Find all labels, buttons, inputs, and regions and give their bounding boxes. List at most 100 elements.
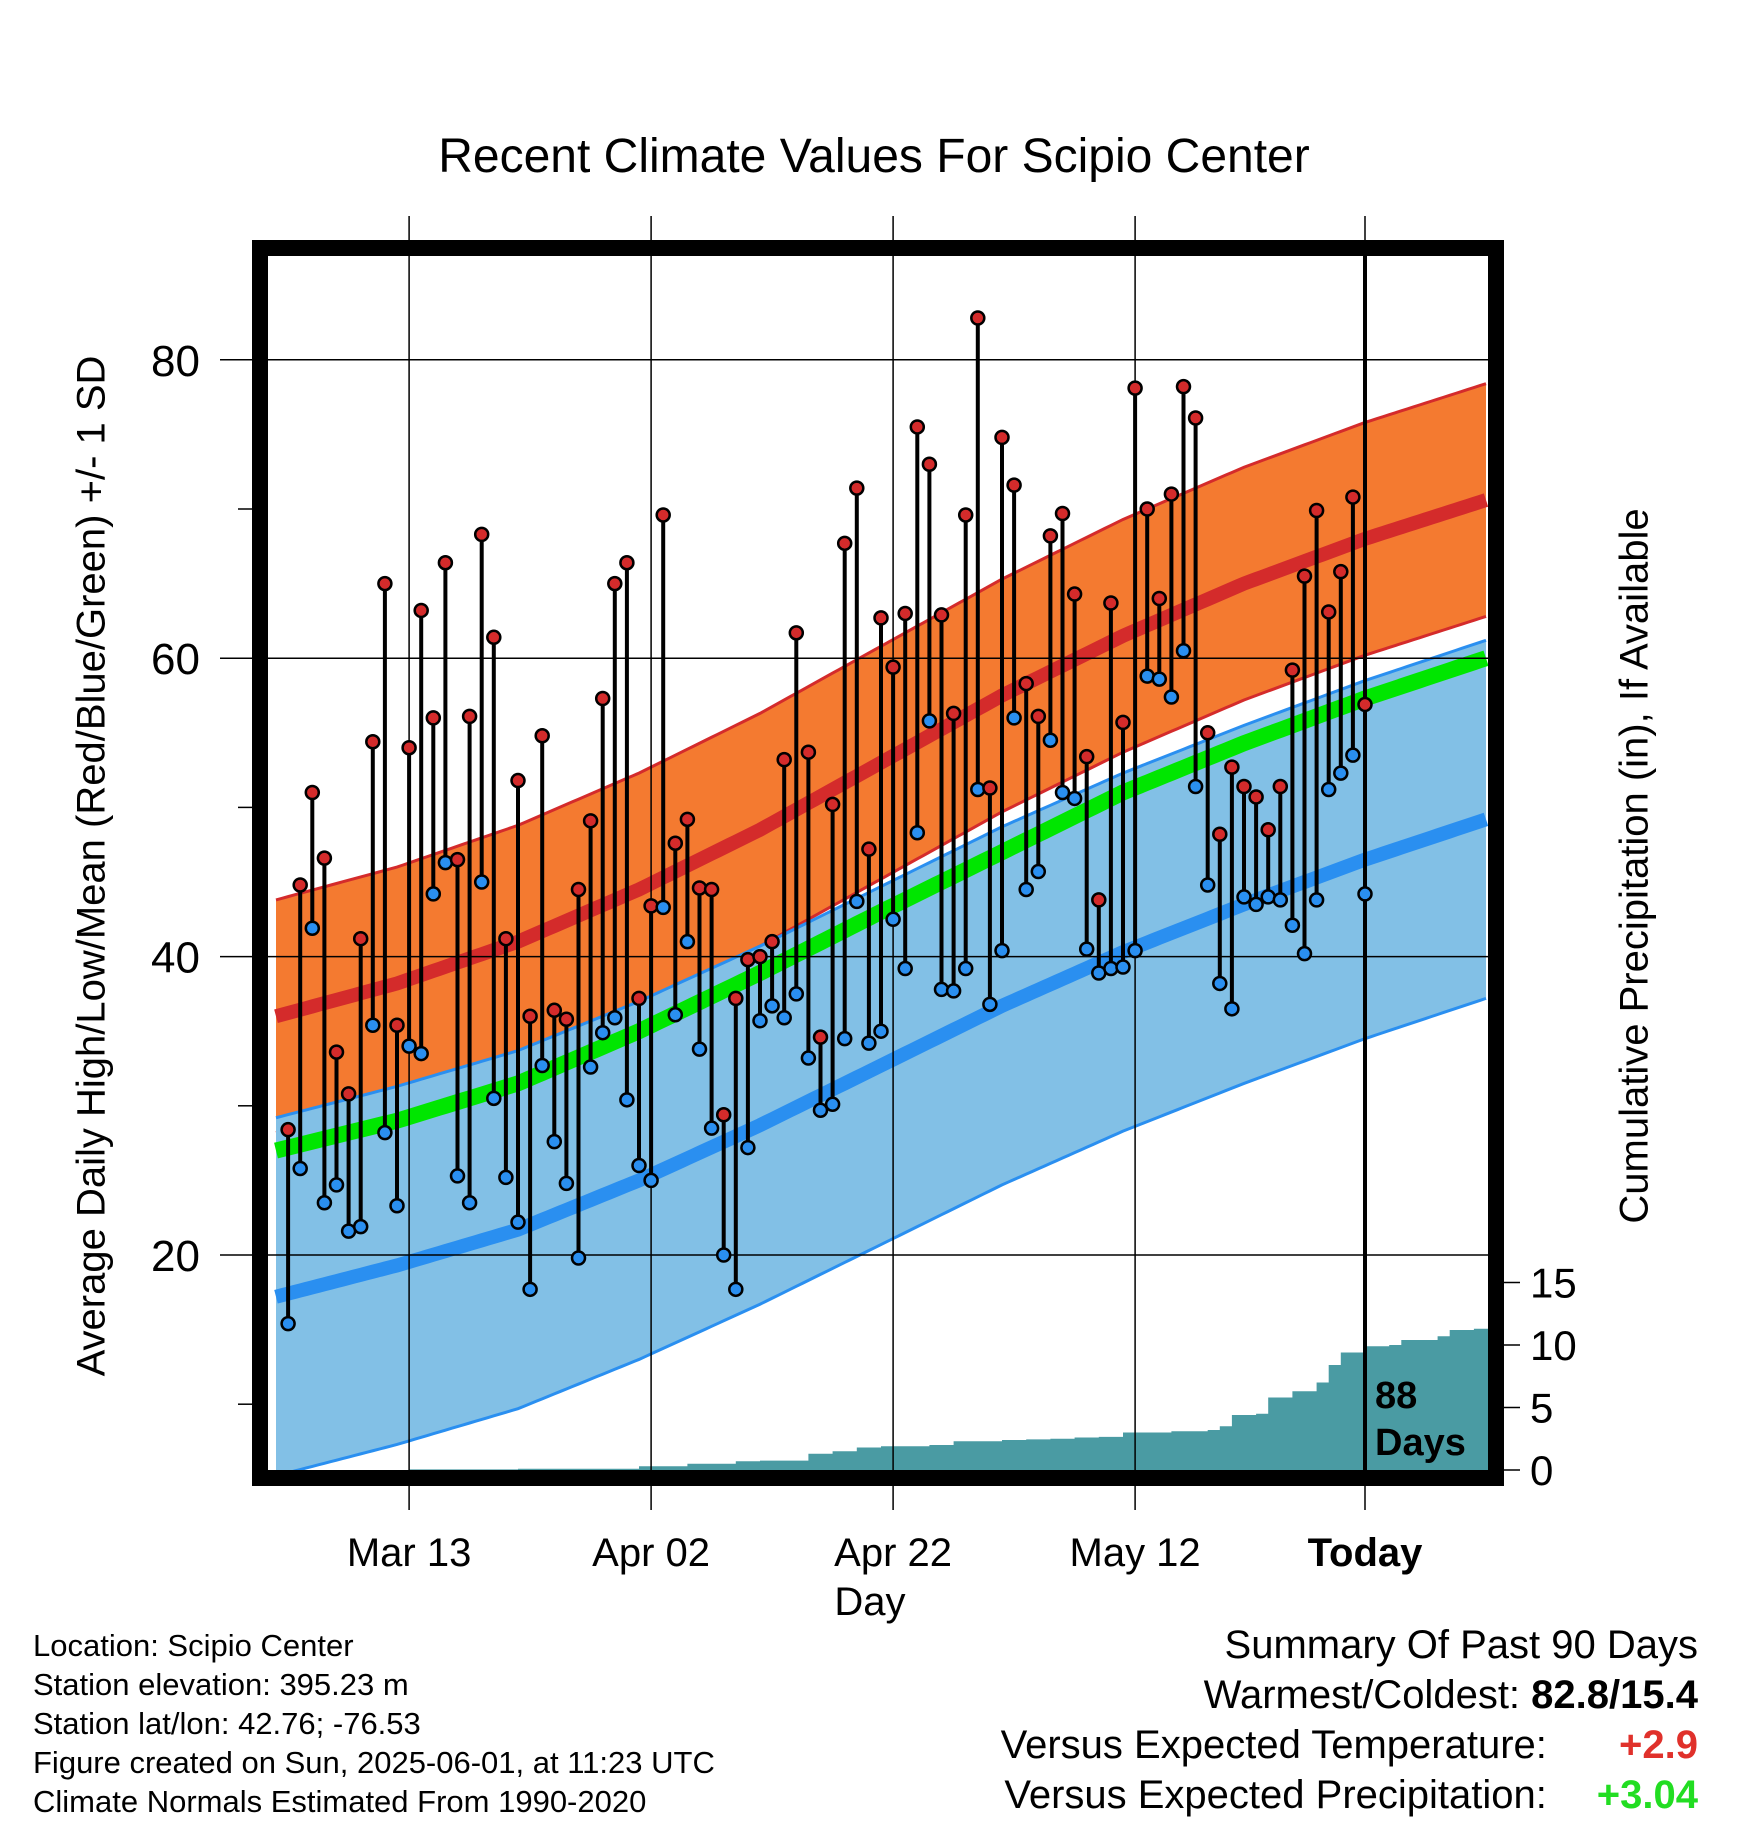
daily-high-point (824, 796, 841, 813)
daily-high-point (1018, 675, 1034, 692)
daily-low-point (703, 1120, 720, 1136)
daily-high-point (437, 554, 454, 571)
daily-low-point (1127, 942, 1143, 959)
y2-tick-label-15: 15 (1530, 1260, 1577, 1307)
daily-low-point (1224, 1001, 1240, 1017)
summary-warmest-value: 82.8/15.4 (1531, 1673, 1698, 1717)
daily-low-point (365, 1017, 381, 1033)
daily-low-point (570, 1250, 587, 1266)
summary-temp-row: Versus Expected Temperature: +2.9 (1001, 1720, 1698, 1770)
info-elevation: Station elevation: 395.23 m (33, 1667, 409, 1702)
x-axis-label: Day (834, 1580, 906, 1624)
daily-high-point (1175, 378, 1192, 395)
daily-high-point (1091, 892, 1107, 908)
y-tick-label-60: 60 (151, 635, 200, 684)
daily-high-point (1066, 586, 1083, 602)
daily-low-point (897, 960, 913, 977)
daily-low-point (1018, 881, 1034, 898)
y-axis-label-left-text: Average Daily High/Low/Mean (Red/Blue/Gr… (69, 355, 114, 1377)
daily-high-point (1248, 789, 1264, 805)
summary-precip-row: Versus Expected Precipitation: +3.04 (1001, 1770, 1698, 1820)
normal-low-line (274, 812, 1488, 1304)
daily-high-point (1103, 595, 1119, 611)
info-created: Figure created on Sun, 2025-06-01, at 11… (33, 1745, 715, 1780)
x-tick-label-2: Apr 22 (834, 1531, 952, 1575)
plot-border (252, 240, 1504, 1486)
daily-high-point (1006, 477, 1022, 493)
daily-high-point (522, 1008, 538, 1025)
daily-high-point (1224, 759, 1240, 775)
summary-temp-label: Versus Expected Temperature: (1000, 1723, 1547, 1767)
x-tick-label-3: May 12 (1070, 1531, 1201, 1575)
daily-low-point (1357, 886, 1373, 902)
daily-low-point (473, 874, 490, 890)
daily-low-point (401, 1038, 417, 1054)
daily-low-point (1175, 642, 1192, 659)
daily-low-point (824, 1096, 841, 1113)
daily-low-point (655, 899, 671, 916)
daily-high-point (994, 429, 1010, 446)
y-tick-label-40: 40 (151, 934, 200, 983)
daily-high-point (933, 607, 950, 623)
info-normals: Climate Normals Estimated From 1990-2020 (33, 1784, 647, 1819)
station-info: Location: Scipio Center Station elevatio… (33, 1626, 715, 1821)
daily-low-point (982, 996, 998, 1013)
chart-title: Recent Climate Values For Scipio Center (438, 130, 1310, 183)
days-annotation-unit: Days (1375, 1422, 1466, 1464)
daily-high-point (909, 419, 926, 435)
daily-low-point (764, 998, 780, 1014)
y2-tick-label-5: 5 (1530, 1385, 1553, 1432)
daily-high-point (340, 1086, 357, 1102)
daily-high-point (1212, 826, 1228, 843)
daily-high-point (1272, 778, 1289, 795)
daily-high-point (655, 507, 671, 523)
daily-low-point (812, 1102, 829, 1119)
daily-low-point (691, 1041, 708, 1057)
daily-low-point (292, 1160, 308, 1177)
daily-high-point (1357, 696, 1373, 713)
daily-high-point (1333, 563, 1349, 580)
daily-high-point (1296, 568, 1313, 584)
daily-high-point (558, 1011, 575, 1028)
daily-low-point (594, 1024, 611, 1041)
daily-high-point (473, 526, 490, 543)
daily-high-point (836, 535, 853, 552)
daily-low-point (1163, 689, 1180, 705)
summary-warmest-label: Warmest/Coldest: (1203, 1673, 1521, 1717)
daily-high-point (389, 1017, 405, 1033)
daily-low-point (1345, 747, 1361, 763)
daily-high-point (812, 1029, 829, 1045)
y-tick-label-20: 20 (151, 1232, 200, 1281)
days-annotation-number: 88 (1375, 1375, 1417, 1417)
daily-high-point (1284, 662, 1301, 678)
y-tick-label-80: 80 (151, 337, 200, 386)
info-latlon: Station lat/lon: 42.76; -76.53 (33, 1706, 421, 1741)
daily-high-point (873, 610, 889, 626)
daily-high-point (1308, 502, 1325, 519)
daily-high-point (401, 739, 417, 756)
daily-low-point (776, 1010, 792, 1026)
daily-low-point (619, 1092, 635, 1108)
daily-high-point (1030, 708, 1047, 725)
daily-high-point (1187, 410, 1204, 426)
daily-high-point (764, 933, 780, 950)
y2-tick-label-0: 0 (1530, 1447, 1553, 1494)
daily-high-point (546, 1002, 563, 1019)
daily-observations: 88 Days (280, 310, 1466, 1464)
daily-high-point (292, 877, 308, 893)
daily-low-point (558, 1175, 575, 1192)
axis-ticks: 20 40 60 80 0 5 10 15 Mar 13 Apr 02 Apr 22 May 12 To… (151, 337, 1577, 1575)
daily-high-point (679, 811, 696, 828)
x-tick-label-1: Apr 02 (592, 1531, 710, 1575)
daily-low-point (413, 1045, 429, 1062)
daily-high-point (1320, 604, 1337, 620)
daily-low-point (352, 1218, 369, 1235)
daily-high-point (752, 948, 768, 965)
daily-high-point (377, 575, 393, 592)
daily-low-point (679, 933, 696, 950)
daily-low-point (1078, 941, 1095, 957)
daily-low-point (1296, 945, 1313, 962)
daily-high-point (728, 990, 744, 1007)
daily-low-point (1115, 959, 1131, 975)
